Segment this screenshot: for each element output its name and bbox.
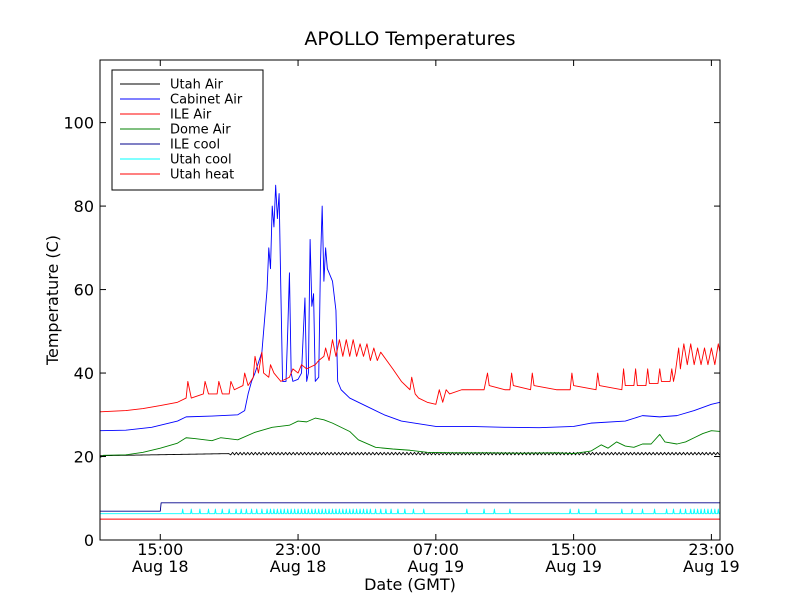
x-tick-label-time: 23:00 bbox=[275, 540, 321, 559]
x-tick-label-time: 15:00 bbox=[551, 540, 597, 559]
legend-label: Utah cool bbox=[170, 153, 232, 168]
legend-box bbox=[111, 69, 264, 191]
y-tick-label: 40 bbox=[74, 364, 94, 383]
x-tick-label-time: 15:00 bbox=[137, 540, 183, 559]
legend-label: Utah Air bbox=[170, 78, 223, 93]
legend-label: ILE cool bbox=[170, 138, 220, 153]
plot-frame bbox=[99, 59, 721, 541]
x-axis-label: Date (GMT) bbox=[364, 575, 456, 594]
series-layer bbox=[99, 184, 721, 520]
series-line-utah-air bbox=[99, 451, 720, 457]
y-tick-label: 0 bbox=[84, 531, 94, 550]
x-tick-label-date: Aug 19 bbox=[683, 557, 740, 576]
chart-title: APOLLO Temperatures bbox=[304, 28, 515, 50]
y-tick-label: 100 bbox=[63, 114, 94, 133]
y-tick-label: 20 bbox=[74, 448, 94, 467]
y-tick-label: 80 bbox=[74, 197, 94, 216]
x-tick-label-date: Aug 19 bbox=[407, 557, 464, 576]
legend-label: ILE Air bbox=[170, 108, 212, 123]
y-tick-label: 60 bbox=[74, 281, 94, 300]
series-line-ile-air bbox=[99, 339, 721, 413]
x-tick-label-time: 23:00 bbox=[688, 540, 734, 559]
legend-label: Utah heat bbox=[170, 168, 234, 183]
series-line-ile-cool bbox=[100, 502, 720, 512]
legend-label: Cabinet Air bbox=[170, 93, 243, 108]
legend-label: Dome Air bbox=[170, 123, 231, 138]
x-tick-label-date: Aug 19 bbox=[545, 557, 602, 576]
y-axis-label: Temperature (C) bbox=[43, 235, 62, 366]
series-line-utah-cool bbox=[100, 508, 720, 515]
series-line-dome-air bbox=[99, 417, 721, 459]
x-tick-label-date: Aug 18 bbox=[132, 557, 189, 576]
x-tick-label-time: 07:00 bbox=[413, 540, 459, 559]
x-tick-label-date: Aug 18 bbox=[270, 557, 327, 576]
